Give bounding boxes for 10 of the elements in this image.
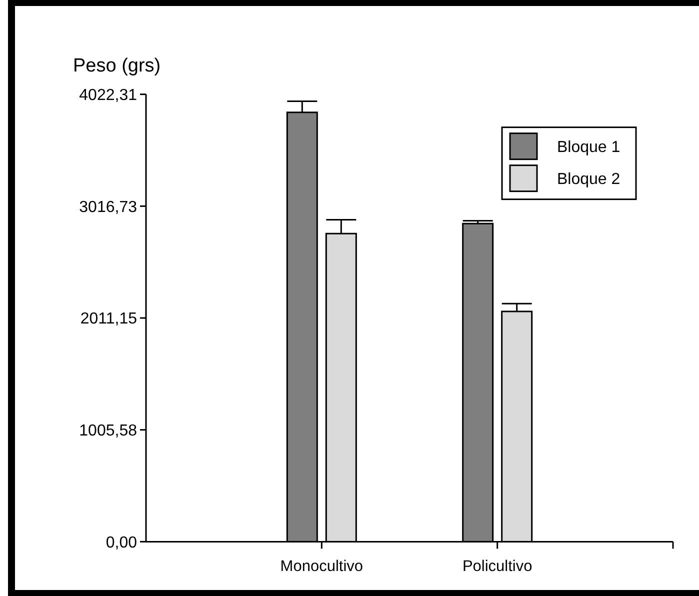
- y-tick-label: 2011,15: [80, 310, 138, 328]
- y-tick-label: 0,00: [106, 534, 138, 552]
- legend-label: Bloque 1: [557, 138, 620, 156]
- legend-label: Bloque 2: [557, 170, 620, 188]
- x-tick-label: Monocultivo: [280, 558, 364, 576]
- y-tick-label: 3016,73: [79, 198, 138, 216]
- y-tick-label: 4022,31: [79, 86, 138, 104]
- y-axis-title: Peso (grs): [73, 56, 161, 77]
- x-tick-label: Policultivo: [462, 558, 532, 576]
- y-tick-label: 1005,58: [79, 422, 138, 440]
